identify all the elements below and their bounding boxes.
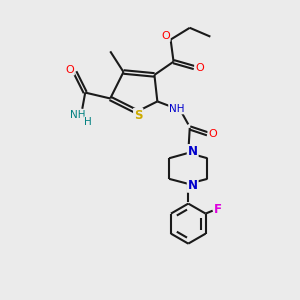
Text: H: H (84, 117, 92, 127)
Text: F: F (214, 203, 222, 216)
Text: N: N (188, 145, 198, 158)
Text: O: O (208, 129, 217, 139)
Text: O: O (195, 63, 204, 73)
Text: O: O (161, 31, 170, 41)
Text: S: S (134, 109, 142, 122)
Text: NH: NH (169, 104, 184, 114)
Text: NH: NH (70, 110, 85, 120)
Text: O: O (65, 64, 74, 75)
Text: N: N (188, 179, 198, 192)
